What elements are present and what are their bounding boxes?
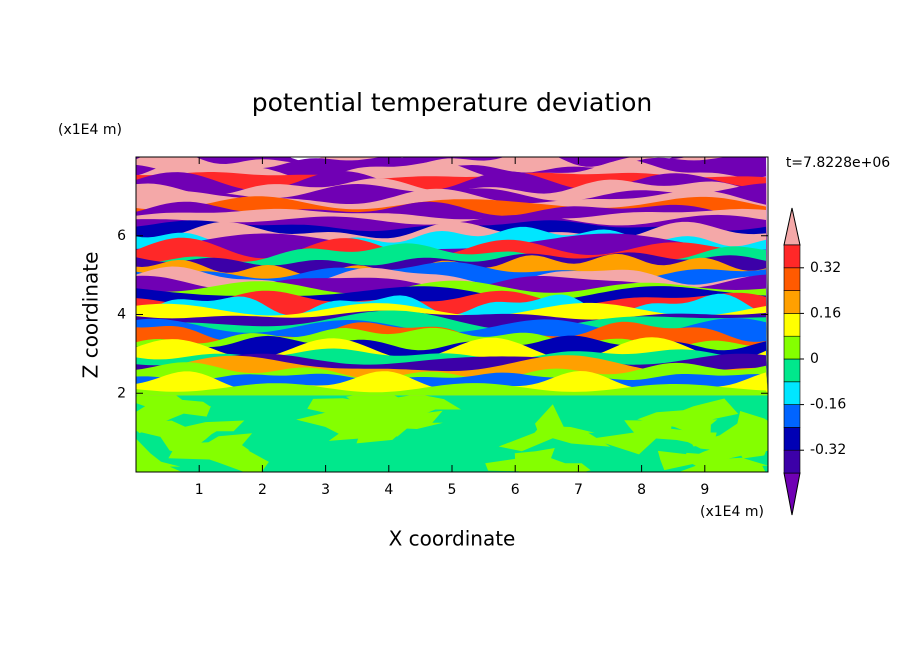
- colorbar-box: [783, 267, 801, 291]
- contour-band: [136, 383, 211, 434]
- y-tick-label: 4: [117, 307, 126, 323]
- x-unit: (x1E4 m): [700, 504, 764, 520]
- contour-field: [136, 157, 768, 472]
- colorbar-box: [783, 381, 801, 405]
- colorbar-tick-label: -0.16: [810, 397, 846, 413]
- y-axis-label: Z coordinate: [79, 252, 103, 379]
- contour-band: [136, 438, 182, 472]
- colorbar-box: [783, 358, 801, 383]
- y-tick-label: 6: [117, 228, 126, 244]
- colorbar-tick-label: 0.32: [810, 260, 841, 276]
- x-tick-label: 2: [258, 482, 267, 498]
- x-tick-label: 9: [700, 482, 709, 498]
- x-tick-label: 3: [321, 482, 330, 498]
- time-label: t=7.8228e+06: [786, 155, 890, 171]
- colorbar-box: [783, 404, 801, 428]
- colorbar-extend: [783, 207, 801, 246]
- colorbar-extend: [783, 472, 801, 516]
- colorbar-tick-label: 0: [810, 351, 819, 367]
- contour-band: [296, 411, 424, 441]
- x-tick-label: 4: [384, 482, 393, 498]
- y-unit: (x1E4 m): [58, 122, 122, 138]
- x-axis-label: X coordinate: [389, 527, 516, 551]
- contour-band: [168, 433, 269, 472]
- colorbar-box: [783, 313, 801, 337]
- chart-title: potential temperature deviation: [252, 88, 652, 117]
- x-tick-label: 7: [574, 482, 583, 498]
- x-tick-label: 8: [637, 482, 646, 498]
- colorbar-box: [783, 290, 801, 314]
- colorbar-tick-label: 0.16: [810, 305, 841, 321]
- colorbar-box: [783, 449, 801, 474]
- x-tick-label: 1: [195, 482, 204, 498]
- colorbar-box: [783, 427, 801, 451]
- contour-band: [485, 448, 591, 472]
- contour-band: [637, 398, 739, 447]
- y-tick-label: 2: [117, 385, 126, 401]
- x-tick-label: 5: [448, 482, 457, 498]
- contour-band: [136, 420, 245, 455]
- colorbar-box: [783, 335, 801, 360]
- colorbar-tick-label: -0.32: [810, 442, 846, 458]
- x-tick-label: 6: [511, 482, 520, 498]
- contour-band: [590, 420, 717, 455]
- colorbar-box: [783, 244, 801, 269]
- contour-band: [498, 404, 611, 452]
- contour-band: [136, 383, 768, 396]
